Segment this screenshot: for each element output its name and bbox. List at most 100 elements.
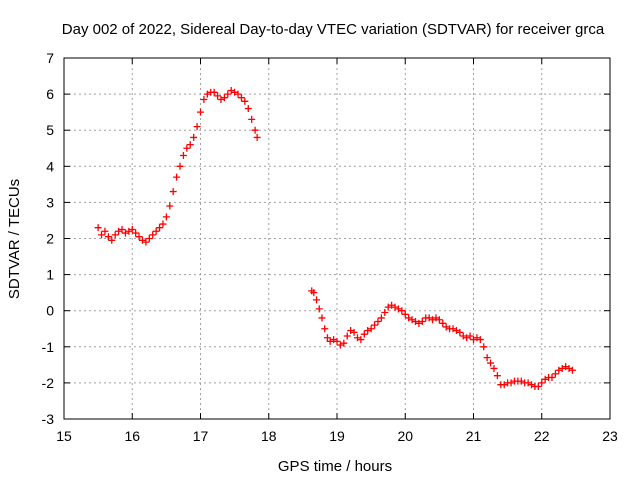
x-tick-label: 18 <box>261 428 277 444</box>
series-1 <box>94 86 261 246</box>
data-point <box>176 162 184 170</box>
x-tick-label: 23 <box>602 428 618 444</box>
data-point <box>128 225 136 233</box>
data-point <box>104 233 112 241</box>
data-point <box>169 188 177 196</box>
data-point <box>357 336 365 344</box>
data-point <box>251 126 259 134</box>
data-point <box>360 330 368 338</box>
series-2 <box>308 287 576 391</box>
data-point <box>237 94 245 102</box>
data-point <box>152 227 160 235</box>
data-point <box>197 108 204 116</box>
data-point <box>398 307 406 315</box>
data-point <box>551 370 559 378</box>
data-point <box>381 309 389 317</box>
data-point <box>340 339 348 347</box>
data-point <box>483 354 491 362</box>
y-tick-label: 3 <box>46 194 54 210</box>
data-point <box>538 379 546 387</box>
data-point <box>234 90 242 98</box>
x-axis-label: GPS time / hours <box>278 458 392 475</box>
data-point <box>534 383 542 391</box>
data-point <box>118 225 126 233</box>
data-point <box>173 173 181 181</box>
data-point <box>111 231 119 239</box>
data-point <box>190 133 198 141</box>
x-tick-label: 15 <box>56 428 72 444</box>
grid-lines <box>64 58 610 419</box>
data-point <box>135 233 143 241</box>
data-point <box>401 310 409 318</box>
x-tick-label: 21 <box>466 428 482 444</box>
data-point <box>166 202 174 210</box>
data-point <box>435 316 443 324</box>
data-point <box>493 372 501 380</box>
y-tick-label: 6 <box>46 86 54 102</box>
data-point <box>315 305 323 313</box>
data-point <box>253 133 261 141</box>
data-point <box>248 115 256 123</box>
data-points <box>94 86 576 391</box>
x-tick-label: 16 <box>124 428 140 444</box>
y-tick-label: 2 <box>46 231 54 247</box>
data-point <box>476 336 484 344</box>
data-point <box>159 220 167 228</box>
data-point <box>156 224 164 232</box>
data-point <box>371 321 379 329</box>
data-point <box>220 94 228 102</box>
data-point <box>183 144 191 152</box>
data-point <box>142 238 150 246</box>
chart-title: Day 002 of 2022, Sidereal Day-to-day VTE… <box>62 21 605 38</box>
data-point <box>162 213 170 221</box>
data-point <box>145 235 153 242</box>
data-point <box>132 229 140 237</box>
data-point <box>367 325 375 333</box>
data-point <box>224 90 232 98</box>
data-point <box>377 314 385 322</box>
data-point <box>94 224 102 232</box>
data-point <box>323 334 331 342</box>
y-tick-label: -2 <box>42 375 55 391</box>
y-tick-label: 0 <box>46 303 54 319</box>
x-tick-label: 20 <box>397 428 413 444</box>
data-point <box>101 227 109 235</box>
data-point <box>210 88 218 96</box>
data-point <box>439 319 447 327</box>
data-point <box>214 92 222 100</box>
data-point <box>548 373 556 381</box>
data-point <box>350 328 358 336</box>
data-point <box>456 328 464 336</box>
data-point <box>321 325 329 333</box>
data-point <box>313 296 321 304</box>
data-point <box>568 366 576 374</box>
y-tick-label: 7 <box>46 50 54 66</box>
data-point <box>98 231 106 239</box>
data-point <box>193 123 201 131</box>
y-axis-label: SDTVAR / TECUs <box>6 179 23 299</box>
data-point <box>318 314 326 322</box>
data-point <box>333 337 341 345</box>
data-point <box>241 97 249 105</box>
data-point <box>108 236 116 244</box>
plot-frame <box>63 57 611 420</box>
data-point <box>343 332 351 340</box>
data-point <box>244 105 252 113</box>
y-tick-label: 5 <box>46 122 54 138</box>
data-point <box>149 231 157 239</box>
data-point <box>466 332 474 340</box>
y-tick-label: 4 <box>46 158 54 174</box>
data-point <box>490 364 498 372</box>
x-tick-label: 19 <box>329 428 345 444</box>
data-point <box>374 318 382 326</box>
data-point <box>418 318 426 326</box>
y-tick-label: -3 <box>42 411 55 427</box>
data-point <box>487 359 495 367</box>
x-tick-label: 17 <box>193 428 209 444</box>
y-tick-label: -1 <box>42 339 55 355</box>
data-point <box>480 343 488 351</box>
y-tick-label: 1 <box>46 267 54 283</box>
data-point <box>186 141 194 149</box>
